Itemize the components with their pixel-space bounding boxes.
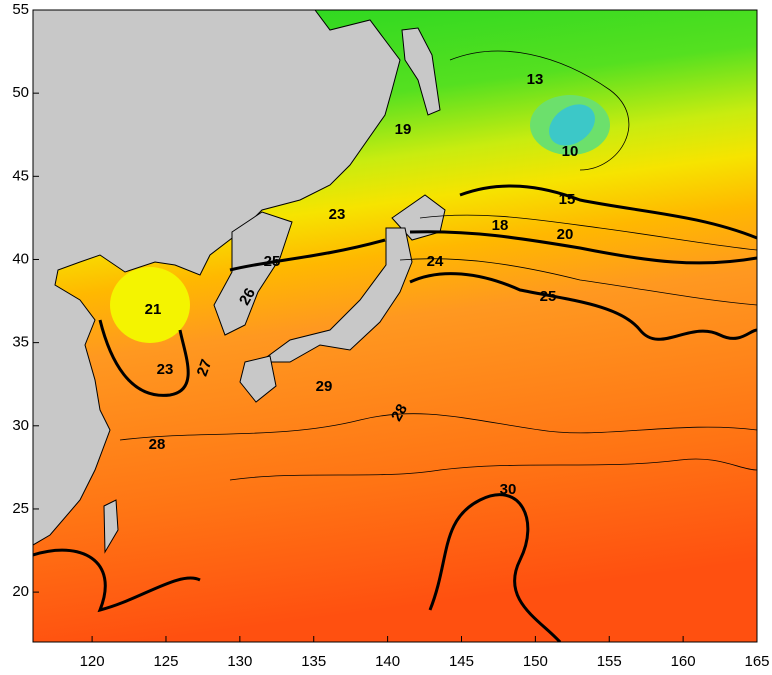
contour-label: 25 <box>264 253 281 270</box>
isotherm-15 <box>459 184 757 240</box>
contour-label: 27 <box>194 357 216 378</box>
contour-label: 15 <box>559 191 576 208</box>
x-tick-label: 135 <box>301 653 326 670</box>
x-tick-label: 145 <box>449 653 474 670</box>
y-tick-label: 50 <box>12 84 29 101</box>
contour-label: 20 <box>557 226 574 243</box>
kyushu <box>239 355 277 403</box>
x-tick-label: 120 <box>80 653 105 670</box>
contour-label: 19 <box>395 121 412 138</box>
contour-label: 30 <box>500 481 517 498</box>
y-tick-label: 30 <box>12 417 29 434</box>
isotherm-30 <box>428 493 562 642</box>
x-tick-label: 125 <box>153 653 178 670</box>
contour-label: 23 <box>329 206 346 223</box>
y-tick-label: 45 <box>12 167 29 184</box>
contour-label: 28 <box>149 436 166 453</box>
x-tick-label: 155 <box>597 653 622 670</box>
isotherm-23-yellow <box>98 319 190 397</box>
contour-label: 26 <box>236 285 259 308</box>
taiwan <box>103 499 119 554</box>
x-tick-label: 150 <box>523 653 548 670</box>
isotherm-18 <box>419 214 757 251</box>
map-area <box>33 10 757 642</box>
contour-label: 25 <box>540 288 557 305</box>
y-tick-label: 55 <box>12 1 29 18</box>
isotherm-29 <box>229 458 757 481</box>
contour-label: 23 <box>157 361 174 378</box>
contour-label: 29 <box>316 378 333 395</box>
x-tick-label: 130 <box>227 653 252 670</box>
isotherm-24 <box>399 258 757 306</box>
isotherm-20 <box>409 230 757 265</box>
honshu <box>258 227 413 363</box>
isotherm-25 <box>409 272 757 341</box>
contour-label: 10 <box>562 143 579 160</box>
y-tick-label: 40 <box>12 250 29 267</box>
x-tick-label: 165 <box>744 653 769 670</box>
yellow-sea-warm <box>110 267 190 343</box>
sakhalin <box>401 27 441 116</box>
contour-label: 18 <box>492 217 509 234</box>
contour-label: 13 <box>527 71 544 88</box>
isotherm-28 <box>119 413 757 441</box>
isotherm-13 <box>449 50 630 171</box>
y-tick-label: 20 <box>12 583 29 600</box>
contour-label: 28 <box>388 401 411 424</box>
contour-label: 21 <box>145 301 162 318</box>
isotherm-30-west <box>33 548 201 613</box>
frame <box>32 9 758 643</box>
y-tick-label: 35 <box>12 334 29 351</box>
cold-core <box>549 104 595 146</box>
x-tick-label: 160 <box>671 653 696 670</box>
x-tick-label: 140 <box>375 653 400 670</box>
isotherm-25-west <box>229 238 386 272</box>
mainland <box>33 10 401 546</box>
y-tick-label: 25 <box>12 500 29 517</box>
contour-label: 24 <box>427 253 444 270</box>
korea <box>213 211 293 336</box>
